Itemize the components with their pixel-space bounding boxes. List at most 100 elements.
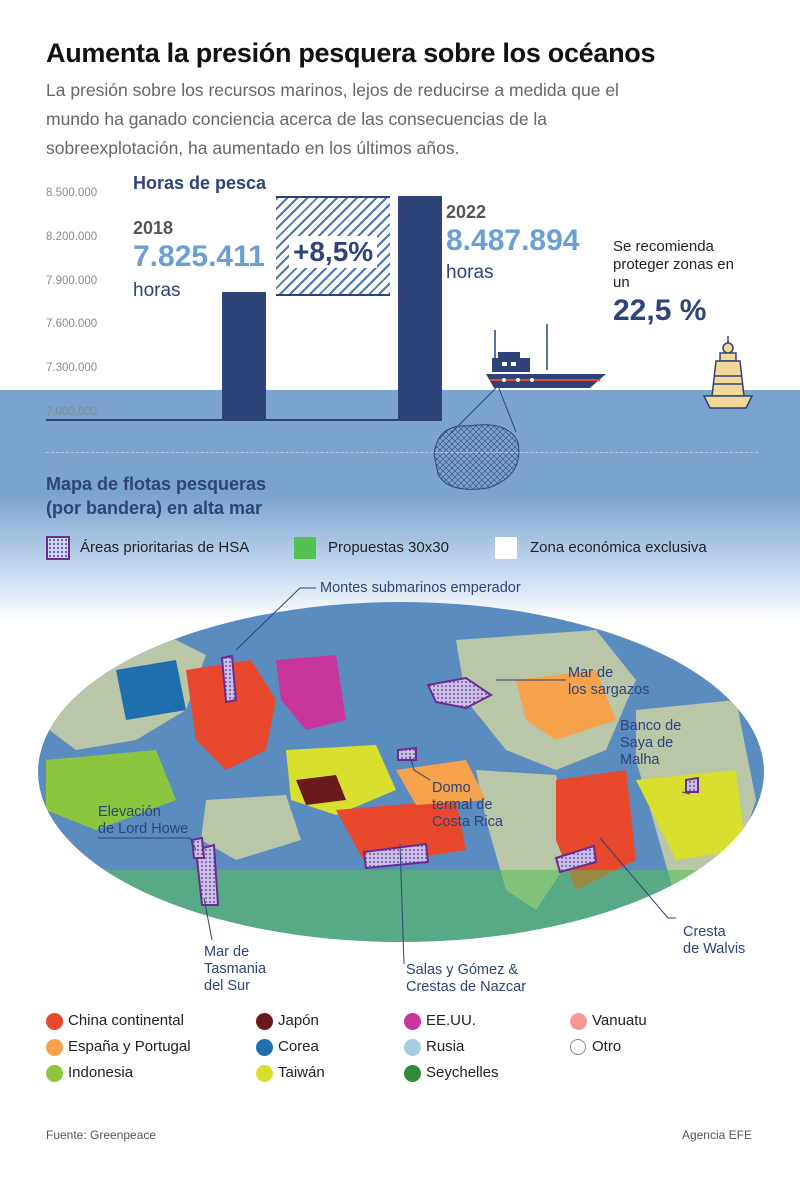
annotation-nazca-line2: Crestas de Nazcar xyxy=(406,979,527,995)
annotation-domo: Domo termal de Costa Rica xyxy=(432,780,503,831)
fleet-patch-spain-pacific xyxy=(396,760,486,805)
annotation-domo-line1: Domo xyxy=(432,780,471,796)
annotation-saya: Banco de Saya de Malha xyxy=(620,718,681,769)
fleet-patch-spain-atlantic xyxy=(516,670,616,740)
year-2018-label: 2018 xyxy=(133,218,174,238)
flag-label: España y Portugal xyxy=(68,1038,191,1055)
fleet-patch-indonesia xyxy=(46,750,176,830)
hsa-tasman-sea xyxy=(194,843,220,906)
flag-color-dot xyxy=(256,1013,273,1030)
map-title-line1: Mapa de flotas pesqueras xyxy=(46,474,267,494)
annotation-sargazos-line2: los sargazos xyxy=(568,682,650,698)
flag-color-dot xyxy=(46,1065,63,1082)
flag-color-dot xyxy=(46,1013,63,1030)
flag-label: Vanuatu xyxy=(592,1012,647,1029)
annotation-domo-line2: termal de xyxy=(432,797,493,813)
x-axis-line xyxy=(46,419,442,421)
annotation-saya-line2: Saya de xyxy=(620,735,674,751)
agency-credit: Agencia EFE xyxy=(681,1128,752,1142)
flag-color-dot xyxy=(256,1065,273,1082)
annotation-lord-howe-line1: Elevación xyxy=(98,804,161,820)
hsa-sargasso-sea xyxy=(426,676,493,710)
chart-title: Horas de pesca xyxy=(133,173,267,193)
change-label: +8,5% xyxy=(289,236,378,268)
unit-2018-label: horas xyxy=(133,280,181,301)
world-map xyxy=(38,602,764,942)
flag-label: Japón xyxy=(278,1012,319,1029)
flag-color-dot xyxy=(404,1013,421,1030)
flag-label: China continental xyxy=(68,1012,184,1029)
map-title: Mapa de flotas pesqueras (por bandera) e… xyxy=(46,472,266,520)
y-tick-label: 7.900.000 xyxy=(46,274,98,287)
eez-legend-label: Zona económica exclusiva xyxy=(530,539,707,556)
proposal-legend-swatch xyxy=(294,537,316,559)
fleet-patch-japan xyxy=(296,775,346,805)
value-2018-label: 7.825.411 xyxy=(133,240,265,273)
bar-2022 xyxy=(398,195,442,420)
hsa-legend-label: Áreas prioritarias de HSA xyxy=(80,539,250,556)
annotation-walvis-line2: de Walvis xyxy=(683,941,746,957)
source-note: Fuente: Greenpeace xyxy=(46,1128,157,1142)
land-australia xyxy=(201,795,301,860)
annotation-tasmania-line1: Mar de xyxy=(204,944,250,960)
year-2022-label: 2022 xyxy=(446,202,487,222)
annotation-saya-line3: Malha xyxy=(620,752,660,768)
annotation-sargazos-line1: Mar de xyxy=(568,665,614,681)
sea-background xyxy=(0,390,800,620)
annotation-lord-howe-line2: de Lord Howe xyxy=(98,821,189,837)
page-title: Aumenta la presión pesquera sobre los oc… xyxy=(46,38,656,68)
flag-label: Indonesia xyxy=(68,1064,134,1081)
flag-label: Seychelles xyxy=(426,1064,499,1081)
y-tick-label: 7.000.000 xyxy=(46,406,98,418)
recommendation-text: Se recomienda proteger zonas en un xyxy=(613,238,734,291)
fleet-patch-korea xyxy=(116,660,186,720)
unit-2022-label: horas xyxy=(446,262,494,283)
annotation-lord-howe: Elevación de Lord Howe xyxy=(98,804,188,838)
fleet-patch-taiwan-indian xyxy=(636,770,746,860)
fishing-net-icon xyxy=(433,385,520,490)
hsa-saya-de-malha xyxy=(685,776,699,793)
flag-label: EE.UU. xyxy=(426,1012,477,1029)
flag-label: Otro xyxy=(592,1038,622,1055)
hsa-walvis-ridge xyxy=(554,844,598,874)
annotation-walvis: Cresta de Walvis xyxy=(683,924,745,958)
fishing-boat-icon xyxy=(486,324,606,388)
hsa-legend-swatch xyxy=(46,536,70,560)
flag-label: Rusia xyxy=(426,1038,465,1055)
flag-color-dot xyxy=(570,1039,586,1055)
fleet-patch-usa xyxy=(276,655,346,730)
flag-color-dot xyxy=(404,1039,421,1056)
separator-line xyxy=(46,452,758,453)
bar-2018 xyxy=(222,292,266,420)
annotation-emperador: Montes submarinos emperador xyxy=(320,580,521,596)
hsa-emperor-seamounts xyxy=(220,654,238,704)
flag-color-dot xyxy=(46,1039,63,1056)
fleet-patch-china-north-pacific xyxy=(186,660,276,770)
y-tick-label: 8.200.000 xyxy=(46,230,98,243)
proposal-legend-label: Propuestas 30x30 xyxy=(328,539,449,556)
value-2022-label: 8.487.894 xyxy=(446,224,580,257)
fleet-patch-china-south-pacific xyxy=(336,800,466,865)
y-tick-label: 7.300.000 xyxy=(46,362,98,375)
y-tick-label: 7.600.000 xyxy=(46,318,98,331)
flag-color-dot xyxy=(256,1039,273,1056)
annotation-tasmania-line3: del Sur xyxy=(204,978,250,994)
annotation-tasmania-line2: Tasmania xyxy=(204,961,267,977)
annotation-saya-line1: Banco de xyxy=(620,718,682,734)
page-subtitle: La presión sobre los recursos marinos, l… xyxy=(46,80,619,158)
annotation-tasmania: Mar de Tasmania del Sur xyxy=(204,944,266,995)
buoy-icon xyxy=(702,336,754,409)
annotation-sargazos: Mar de los sargazos xyxy=(568,665,649,699)
map-title-line2: (por bandera) en alta mar xyxy=(46,498,263,518)
hsa-nazca xyxy=(362,842,430,870)
flag-label: Taiwán xyxy=(278,1064,325,1081)
flag-label: Corea xyxy=(278,1038,319,1055)
flag-color-dot xyxy=(404,1065,421,1082)
recommendation-value: 22,5 % xyxy=(613,294,707,327)
flag-color-dot xyxy=(570,1013,587,1030)
annotation-domo-line3: Costa Rica xyxy=(432,814,503,830)
eez-legend-swatch xyxy=(495,537,517,559)
annotation-nazca: Salas y Gómez & Crestas de Nazcar xyxy=(406,962,526,996)
annotation-lines xyxy=(98,587,691,965)
y-tick-label: 8.500.000 xyxy=(46,187,98,199)
